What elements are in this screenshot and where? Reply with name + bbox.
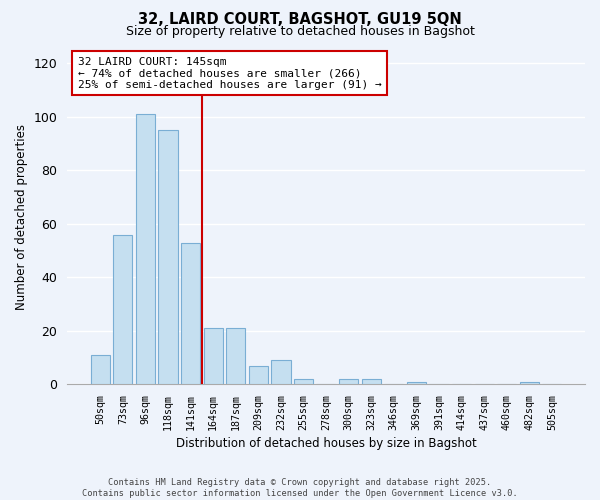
Text: 32, LAIRD COURT, BAGSHOT, GU19 5QN: 32, LAIRD COURT, BAGSHOT, GU19 5QN (138, 12, 462, 28)
Bar (407, 382, 426, 384)
Bar (181, 242, 200, 384)
Bar (339, 379, 358, 384)
Bar (91, 355, 110, 384)
Bar (136, 114, 155, 384)
Bar (520, 382, 539, 384)
Bar (294, 379, 313, 384)
Bar (249, 366, 268, 384)
Text: 32 LAIRD COURT: 145sqm
← 74% of detached houses are smaller (266)
25% of semi-de: 32 LAIRD COURT: 145sqm ← 74% of detached… (77, 56, 381, 90)
X-axis label: Distribution of detached houses by size in Bagshot: Distribution of detached houses by size … (176, 437, 476, 450)
Bar (362, 379, 381, 384)
Bar (271, 360, 290, 384)
Y-axis label: Number of detached properties: Number of detached properties (15, 124, 28, 310)
Bar (158, 130, 178, 384)
Text: Contains HM Land Registry data © Crown copyright and database right 2025.
Contai: Contains HM Land Registry data © Crown c… (82, 478, 518, 498)
Text: Size of property relative to detached houses in Bagshot: Size of property relative to detached ho… (125, 25, 475, 38)
Bar (203, 328, 223, 384)
Bar (113, 234, 133, 384)
Bar (226, 328, 245, 384)
